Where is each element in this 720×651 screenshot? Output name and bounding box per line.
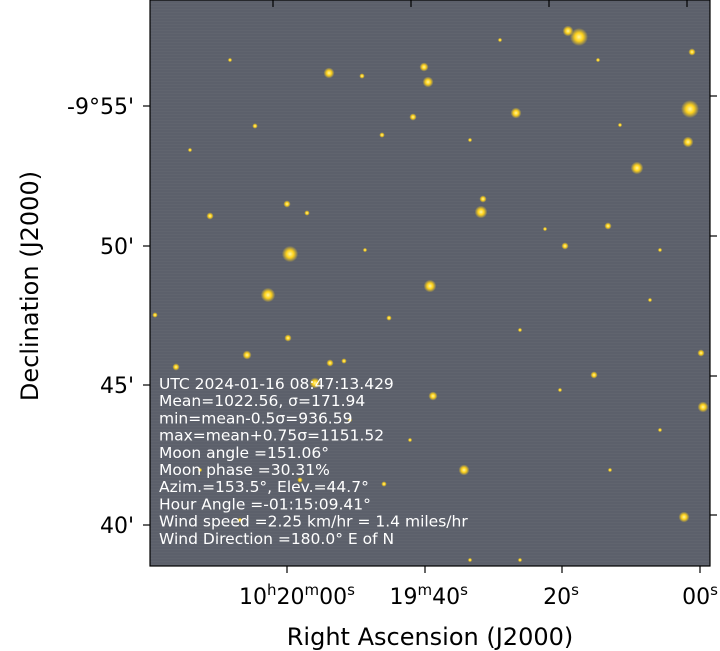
star (678, 511, 690, 523)
star (407, 437, 413, 443)
star (467, 137, 473, 143)
star (697, 349, 705, 357)
star (607, 467, 613, 473)
star (359, 73, 365, 79)
star (682, 136, 694, 148)
star (517, 557, 523, 563)
star (428, 391, 438, 401)
star (386, 315, 392, 321)
star (237, 517, 243, 523)
star (557, 387, 563, 393)
x-tick-label: 19m40s (390, 581, 469, 610)
star (227, 57, 233, 63)
star (362, 247, 368, 253)
y-tick-label: 50' (100, 235, 134, 260)
x-axis-label: Right Ascension (J2000) (287, 623, 574, 651)
info-line: max=mean+0.75σ=1151.52 (159, 427, 384, 445)
star (562, 25, 574, 37)
star-field (152, 25, 709, 563)
star (595, 57, 601, 63)
star (422, 76, 434, 88)
star (206, 212, 214, 220)
star (252, 123, 258, 129)
star (283, 200, 291, 208)
y-axis-label: Declination (J2000) (16, 171, 44, 401)
info-line: Mean=1022.56, σ=171.94 (159, 392, 365, 410)
star (281, 245, 299, 263)
star (630, 161, 644, 175)
info-line: UTC 2024-01-16 08:47:13.429 (159, 375, 394, 393)
info-line: Hour Angle =-01:15:09.41° (159, 495, 371, 513)
y-tick-labels: -9°55' 50' 45' 40' (67, 95, 134, 539)
info-line: min=mean-0.5σ=936.59 (159, 409, 352, 427)
star (323, 67, 335, 79)
y-tick-label: 45' (100, 374, 134, 399)
star (590, 371, 598, 379)
star (561, 242, 569, 250)
star (297, 477, 303, 483)
star (697, 401, 709, 413)
star (458, 464, 470, 476)
star (604, 222, 612, 230)
star (423, 279, 437, 293)
star (197, 467, 203, 473)
info-line: Moon phase =30.31% (159, 461, 330, 479)
star (172, 363, 180, 371)
x-tick-labels: 10h20m00s 19m40s 20s 00s (239, 581, 718, 610)
star (347, 417, 353, 423)
star (304, 210, 310, 216)
image-frame (149, 0, 711, 567)
info-line: Moon angle =151.06° (159, 444, 329, 462)
info-line: Wind Direction =180.0° E of N (159, 530, 394, 548)
x-tick-label: 20s (543, 581, 579, 610)
star (570, 28, 588, 46)
star (187, 147, 193, 153)
star (326, 359, 334, 367)
star (542, 226, 548, 232)
info-line: Wind speed =2.25 km/hr = 1.4 miles/hr (159, 513, 468, 531)
x-tick-label: 00s (682, 581, 718, 610)
y-tick-label: -9°55' (67, 95, 134, 120)
star (617, 122, 623, 128)
y-tick-label: 40' (100, 514, 134, 539)
x-tick-label: 10h20m00s (239, 581, 355, 610)
star (497, 37, 503, 43)
star (517, 327, 523, 333)
star (681, 100, 699, 118)
info-line: Azim.=153.5°, Elev.=44.7° (159, 478, 369, 496)
star (419, 62, 429, 72)
star (688, 48, 696, 56)
star (647, 297, 653, 303)
star (474, 205, 488, 219)
star (242, 350, 252, 360)
star (467, 557, 473, 563)
star (379, 132, 385, 138)
observation-info-block: UTC 2024-01-16 08:47:13.429Mean=1022.56,… (159, 375, 468, 548)
star (657, 427, 663, 433)
star (479, 195, 487, 203)
star (309, 377, 321, 389)
star (409, 113, 417, 121)
star (341, 358, 347, 364)
star (657, 247, 663, 253)
star (284, 334, 292, 342)
axis-ticks (143, 0, 717, 573)
star (381, 481, 387, 487)
star (510, 107, 522, 119)
star (152, 312, 158, 318)
star (260, 287, 276, 303)
